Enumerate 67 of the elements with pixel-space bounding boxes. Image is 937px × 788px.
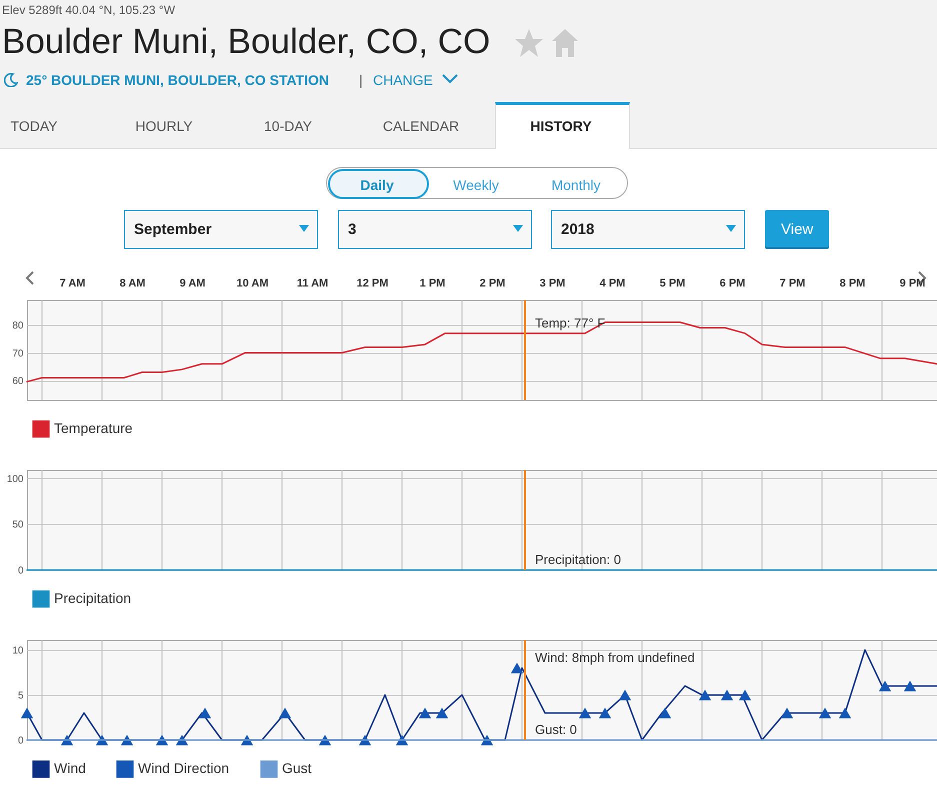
text: 2018 — [561, 221, 594, 238]
text: Elev 5289ft 40.04 °N, 105.23 °W — [2, 3, 176, 17]
text: HISTORY — [530, 118, 592, 134]
text: View — [781, 221, 814, 238]
legend-label: Wind — [54, 760, 86, 776]
point — [198, 708, 212, 718]
text: 3 — [348, 221, 356, 238]
point — [658, 708, 672, 718]
x-tick-label: 7 PM — [780, 278, 806, 290]
x-tick-label: 5 PM — [660, 278, 686, 290]
point — [20, 708, 34, 718]
point — [510, 662, 524, 674]
legend-label: Precipitation — [54, 590, 132, 606]
x-tick-label: 7 AM — [60, 278, 86, 290]
text: Monthly — [551, 177, 601, 193]
text: 25° BOULDER MUNI, BOULDER, CO STATION — [26, 72, 329, 88]
text: CALENDAR — [382, 118, 460, 134]
x-tick-label: 12 PM — [356, 278, 388, 290]
text: Daily — [360, 177, 394, 193]
y-tick-label: 0 — [18, 736, 24, 746]
point — [904, 680, 916, 692]
text: 10-DAY — [264, 118, 312, 134]
annotation: Wind: 8mph from undefined — [535, 650, 695, 665]
text: Weekly — [453, 177, 499, 193]
y-tick-label: 0 — [18, 566, 24, 576]
y-tick-label: 5 — [18, 690, 24, 702]
point — [278, 708, 292, 718]
text: HOURLY — [135, 118, 193, 134]
x-tick-label: 2 PM — [480, 278, 506, 290]
text: TODAY — [10, 118, 58, 134]
point — [738, 690, 752, 700]
y-tick-label: 50 — [12, 520, 24, 531]
point — [838, 708, 852, 718]
x-tick-label: 8 AM — [120, 278, 146, 290]
point — [418, 708, 432, 718]
x-tick-label: 6 PM — [720, 278, 746, 290]
text: CHANGE — [373, 72, 433, 88]
text: Boulder Muni, Boulder, CO, CO — [2, 22, 490, 62]
annotation: Precipitation: 0 — [535, 552, 621, 567]
point — [578, 708, 592, 718]
y-tick-label: 100 — [6, 474, 24, 485]
x-tick-label: 9 AM — [180, 278, 206, 290]
y-tick-label: 60 — [12, 376, 24, 388]
point — [818, 708, 832, 718]
legend-label: Wind Direction — [138, 760, 230, 776]
x-tick-label: 9 PM — [900, 278, 926, 290]
x-tick-label: 1 PM — [420, 278, 446, 290]
x-tick-label: 8 PM — [840, 278, 866, 290]
point — [598, 708, 612, 718]
legend-label: Temperature — [54, 420, 133, 436]
y-tick-label: 10 — [12, 645, 24, 656]
y-tick-label: 80 — [12, 320, 24, 332]
x-tick-label: 4 PM — [600, 278, 626, 290]
x-tick-label: 11 AM — [296, 278, 328, 290]
x-tick-label: 10 AM — [236, 278, 268, 290]
point — [436, 708, 448, 718]
legend-label: Gust — [282, 760, 312, 776]
point — [720, 690, 734, 700]
text: September — [134, 221, 212, 238]
point — [618, 690, 632, 700]
point — [878, 680, 892, 692]
text: | — [359, 72, 363, 88]
y-tick-label: 70 — [12, 348, 24, 360]
point — [780, 708, 794, 718]
annotation: Gust: 0 — [535, 722, 577, 737]
point — [698, 690, 712, 700]
x-tick-label: 3 PM — [540, 278, 566, 290]
